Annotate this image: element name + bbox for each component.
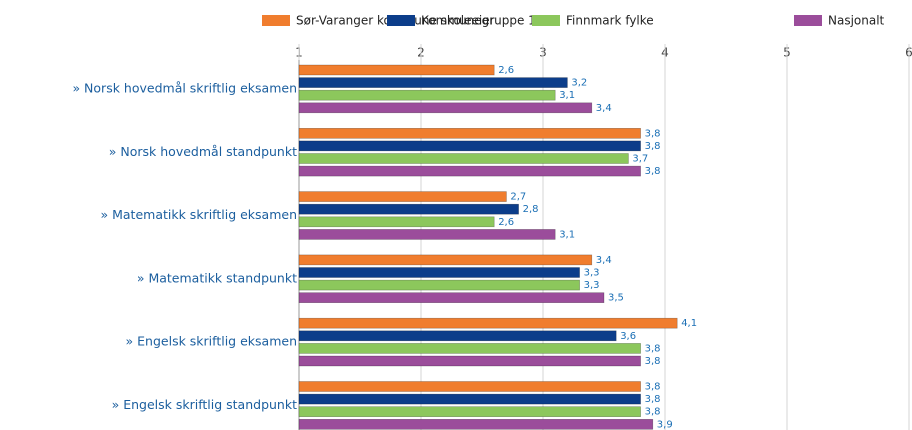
bar	[298, 418, 654, 430]
value-label: 3,8	[645, 382, 661, 393]
value-label: 3,8	[645, 141, 661, 152]
value-label: 2,8	[523, 204, 539, 215]
value-label: 3,8	[645, 128, 661, 139]
legend-label: Nasjonalt	[828, 14, 885, 28]
category-label[interactable]: » Norsk hovedmål skriftlig eksamen	[72, 81, 297, 96]
value-label: 3,7	[632, 154, 648, 165]
value-label: 3,3	[584, 280, 600, 291]
legend-swatch	[262, 15, 290, 26]
value-label: 3,1	[559, 90, 575, 101]
bar	[298, 279, 580, 291]
bar	[298, 343, 641, 354]
bar	[298, 89, 556, 101]
value-label: 3,8	[645, 356, 661, 367]
bar	[298, 406, 641, 418]
category-label[interactable]: » Norsk hovedmål standpunkt	[109, 144, 297, 159]
value-label: 3,6	[620, 331, 636, 342]
value-label: 2,6	[498, 65, 514, 76]
bar	[298, 102, 593, 114]
bar	[298, 165, 641, 177]
bar	[298, 140, 641, 152]
value-label: 2,7	[510, 192, 526, 203]
value-label: 3,2	[571, 78, 587, 89]
bar	[298, 77, 568, 88]
legend-swatch	[532, 15, 560, 26]
value-label: 3,3	[584, 268, 600, 279]
bar	[298, 381, 641, 392]
value-label: 3,1	[559, 229, 575, 240]
bar	[298, 254, 593, 266]
value-label: 3,8	[645, 394, 661, 405]
bar	[298, 216, 495, 228]
category-label[interactable]: » Engelsk skriftlig standpunkt	[112, 397, 298, 412]
value-label: 3,9	[657, 419, 673, 430]
bar	[298, 267, 580, 278]
legend-swatch	[794, 15, 822, 26]
bar	[298, 355, 641, 367]
bar	[298, 153, 629, 164]
category-label[interactable]: » Engelsk skriftlig eksamen	[126, 334, 297, 349]
legend-label: Finnmark fylke	[566, 14, 654, 28]
bar	[298, 191, 507, 202]
legend-swatch	[387, 15, 415, 26]
bar	[298, 330, 617, 342]
bar	[298, 203, 519, 215]
bar	[298, 64, 495, 76]
value-label: 3,8	[645, 343, 661, 354]
legend-label: Kommunegruppe 12	[421, 14, 543, 28]
value-label: 3,5	[608, 293, 624, 304]
bar	[298, 292, 605, 304]
value-label: 2,6	[498, 217, 514, 228]
value-label: 3,4	[596, 103, 612, 114]
category-label[interactable]: » Matematikk standpunkt	[137, 270, 297, 285]
bar	[298, 229, 556, 240]
category-label[interactable]: » Matematikk skriftlig eksamen	[100, 207, 297, 222]
value-label: 3,4	[596, 255, 612, 266]
bar	[298, 393, 641, 405]
bar	[298, 317, 678, 329]
bar	[298, 128, 641, 139]
value-label: 3,8	[645, 166, 661, 177]
value-label: 4,1	[681, 318, 697, 329]
value-label: 3,8	[645, 407, 661, 418]
